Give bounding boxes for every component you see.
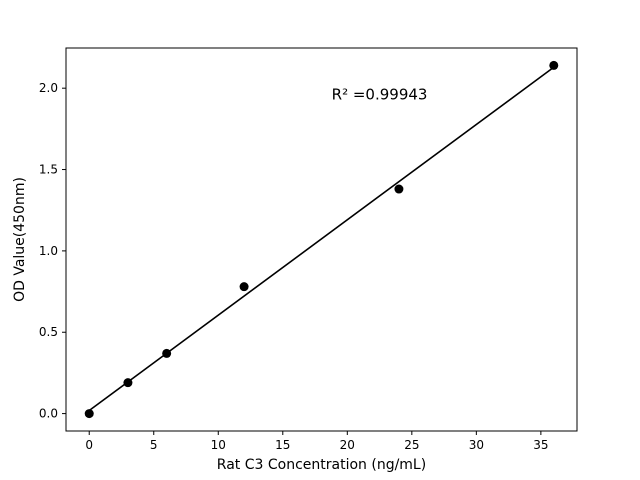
data-point xyxy=(162,348,172,358)
data-point xyxy=(394,184,404,194)
y-axis-label: OD Value(450nm) xyxy=(12,177,28,302)
x-tick-label: 5 xyxy=(150,438,158,452)
x-axis-label: Rat C3 Concentration (ng/mL) xyxy=(217,457,426,473)
data-point xyxy=(549,60,559,70)
fit-line xyxy=(88,66,555,412)
x-tick-label: 0 xyxy=(85,438,93,452)
x-tick-label: 10 xyxy=(211,438,226,452)
y-tick-label: 1.0 xyxy=(39,244,58,258)
x-tick-label: 20 xyxy=(340,438,355,452)
x-tick-label: 35 xyxy=(533,438,548,452)
data-point xyxy=(239,282,249,292)
plot-frame xyxy=(65,47,578,432)
x-tick-label: 15 xyxy=(275,438,290,452)
data-point xyxy=(84,409,94,419)
x-tick-label: 25 xyxy=(404,438,419,452)
r-squared-annotation: R² =0.99943 xyxy=(332,86,428,104)
data-point xyxy=(123,378,133,388)
y-tick-label: 2.0 xyxy=(39,81,58,95)
y-tick-label: 0.0 xyxy=(39,407,58,421)
y-tick-label: 0.5 xyxy=(39,325,58,339)
y-tick-label: 1.5 xyxy=(39,163,58,177)
x-tick-label: 30 xyxy=(469,438,484,452)
